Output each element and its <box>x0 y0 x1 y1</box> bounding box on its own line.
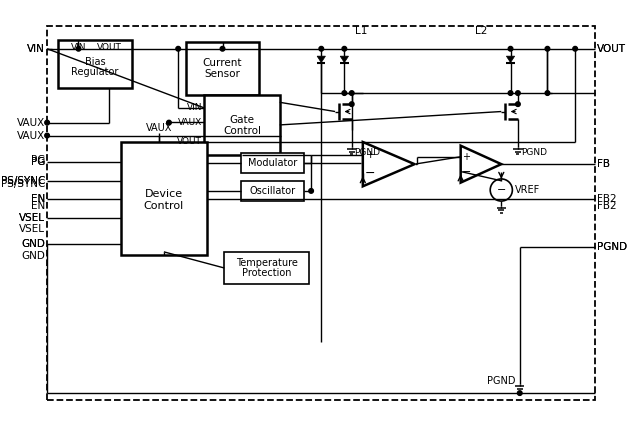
Text: GND: GND <box>21 238 45 249</box>
Text: −: − <box>365 167 376 180</box>
Text: Protection: Protection <box>242 268 291 278</box>
Text: FB2: FB2 <box>597 201 617 211</box>
Text: VAUX: VAUX <box>17 118 45 128</box>
Text: VIN: VIN <box>28 44 45 54</box>
Text: PGND: PGND <box>597 242 627 252</box>
Circle shape <box>545 91 550 95</box>
Text: VSEL: VSEL <box>19 224 45 234</box>
Text: VIN: VIN <box>71 43 86 52</box>
Bar <box>224 252 309 284</box>
Text: PS/SYNC: PS/SYNC <box>1 178 45 189</box>
Text: FB: FB <box>597 159 610 169</box>
Polygon shape <box>506 56 515 62</box>
Text: VOUT: VOUT <box>597 44 626 54</box>
Text: −: − <box>462 166 471 176</box>
Bar <box>241 181 304 201</box>
Text: Control: Control <box>144 201 184 211</box>
Text: EN: EN <box>31 194 45 204</box>
Text: Control: Control <box>223 126 261 137</box>
Text: −: − <box>497 185 506 195</box>
Circle shape <box>508 91 513 95</box>
Circle shape <box>342 47 347 51</box>
Text: Bias: Bias <box>85 56 106 67</box>
Text: Modulator: Modulator <box>247 158 297 168</box>
Text: VAUX: VAUX <box>17 131 45 140</box>
Text: Oscillator: Oscillator <box>249 186 295 196</box>
Circle shape <box>45 120 50 125</box>
Text: Sensor: Sensor <box>205 69 241 79</box>
Text: PGND: PGND <box>355 148 381 157</box>
Circle shape <box>508 47 513 51</box>
Bar <box>241 153 304 173</box>
Text: PG: PG <box>31 155 45 166</box>
Circle shape <box>309 189 313 193</box>
Text: PGND: PGND <box>597 242 627 252</box>
Text: VOUT: VOUT <box>597 44 626 54</box>
Text: PGND: PGND <box>521 148 547 157</box>
Text: PS/SYNC: PS/SYNC <box>1 176 45 186</box>
Circle shape <box>176 47 180 51</box>
Text: VIN: VIN <box>28 44 45 54</box>
Text: +: + <box>365 150 375 160</box>
Polygon shape <box>340 56 349 62</box>
Text: EN: EN <box>31 194 45 204</box>
Circle shape <box>516 91 520 95</box>
Circle shape <box>545 47 550 51</box>
Text: Device: Device <box>145 189 183 199</box>
Text: VOUT: VOUT <box>177 137 202 146</box>
Circle shape <box>349 102 354 107</box>
Circle shape <box>45 133 50 138</box>
Bar <box>204 95 279 155</box>
Text: PS/SYNC: PS/SYNC <box>1 176 45 186</box>
Circle shape <box>166 120 171 125</box>
Text: Current: Current <box>203 58 242 68</box>
Text: +: + <box>462 152 470 162</box>
Text: GND: GND <box>21 238 45 249</box>
Circle shape <box>319 47 323 51</box>
Text: Gate: Gate <box>229 115 254 125</box>
Text: Regulator: Regulator <box>72 67 119 77</box>
Text: VREF: VREF <box>515 185 540 195</box>
Circle shape <box>517 391 522 395</box>
Text: FB2: FB2 <box>597 194 617 204</box>
Circle shape <box>342 91 347 95</box>
Circle shape <box>349 91 354 95</box>
Polygon shape <box>317 56 325 62</box>
Circle shape <box>573 47 578 51</box>
Bar <box>121 142 207 255</box>
Text: VSEL: VSEL <box>19 213 45 223</box>
Circle shape <box>220 47 225 51</box>
Text: PG: PG <box>31 158 45 167</box>
Text: VIN: VIN <box>187 103 202 112</box>
Bar <box>58 41 132 89</box>
Text: PGND: PGND <box>487 376 515 386</box>
Text: Temperature: Temperature <box>236 259 298 268</box>
Circle shape <box>76 47 81 51</box>
Text: VOUT: VOUT <box>97 43 121 52</box>
Circle shape <box>516 102 520 107</box>
Bar <box>186 42 259 95</box>
Text: FB: FB <box>597 159 610 169</box>
Text: GND: GND <box>21 252 45 262</box>
Text: VSEL: VSEL <box>19 213 45 223</box>
Text: PG: PG <box>31 158 45 167</box>
Text: EN: EN <box>31 201 45 211</box>
Text: VAUX: VAUX <box>178 118 202 127</box>
Text: L2: L2 <box>475 26 487 36</box>
Text: VAUX: VAUX <box>146 123 173 133</box>
Text: L1: L1 <box>355 26 367 36</box>
